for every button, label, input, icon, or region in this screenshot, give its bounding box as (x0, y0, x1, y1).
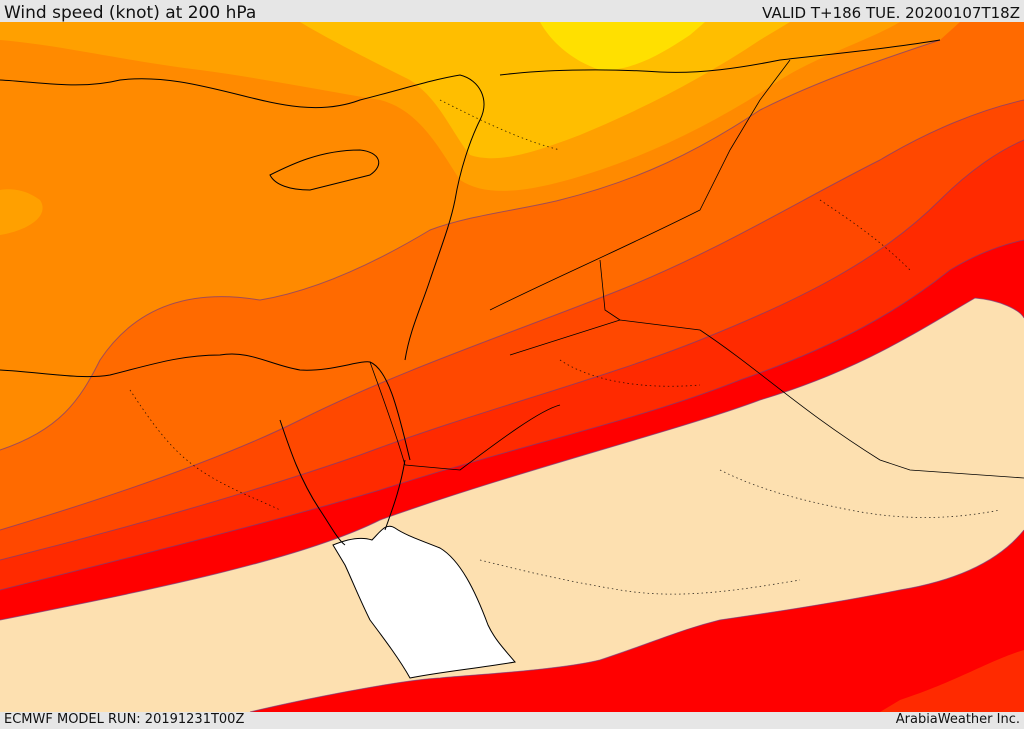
country-borders (369, 59, 1024, 479)
band-orange (0, 22, 960, 450)
isotach-contours (0, 39, 1024, 712)
calm-area-south (0, 298, 1024, 712)
band-orange-red-southeast (880, 650, 1024, 712)
band-red-south (250, 530, 1024, 712)
wind-speed-map[interactable] (0, 22, 1024, 712)
red-sea (332, 525, 516, 679)
map-title: Wind speed (knot) at 200 hPa (4, 3, 257, 23)
band-gold (300, 22, 790, 159)
valid-time: VALID T+186 TUE. 20200107T18Z (762, 4, 1020, 22)
band-yellow (540, 22, 705, 71)
footer-bar: ECMWF MODEL RUN: 20191231T00Z ArabiaWeat… (0, 712, 1024, 729)
band-amber (0, 189, 43, 235)
credit-label: ArabiaWeather Inc. (895, 712, 1020, 727)
model-run: ECMWF MODEL RUN: 20191231T00Z (4, 712, 245, 727)
admin-boundaries (129, 99, 1001, 595)
header-bar: Wind speed (knot) at 200 hPa VALID T+186… (0, 0, 1024, 23)
coastlines (0, 39, 941, 546)
